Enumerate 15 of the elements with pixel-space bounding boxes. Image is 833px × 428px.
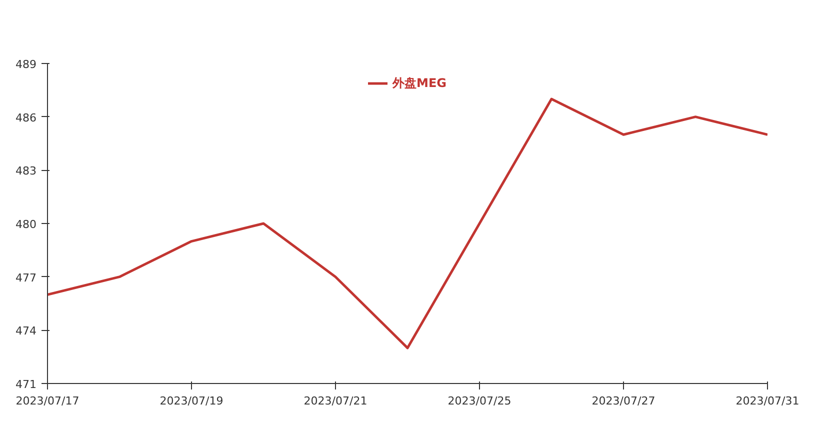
y-tick-label: 471: [16, 378, 37, 391]
y-tick-label: 480: [16, 218, 37, 231]
x-tick-label: 2023/07/17: [16, 394, 80, 408]
x-tick-label: 2023/07/27: [592, 394, 656, 408]
line-series: [48, 98, 768, 350]
y-tick-label: 477: [16, 271, 37, 284]
y-tick-label: 489: [16, 58, 37, 71]
y-tick-label: 474: [16, 324, 37, 338]
legend-label: 外盘MEG: [392, 74, 446, 92]
x-tick-label: 2023/07/25: [448, 394, 512, 408]
y-tick-label: 486: [16, 111, 37, 124]
x-tick-label: 2023/07/19: [160, 394, 224, 408]
x-tick-label: 2023/07/21: [304, 394, 368, 408]
y-tick-label: 483: [16, 164, 37, 178]
x-tick-label: 2023/07/31: [736, 394, 800, 408]
